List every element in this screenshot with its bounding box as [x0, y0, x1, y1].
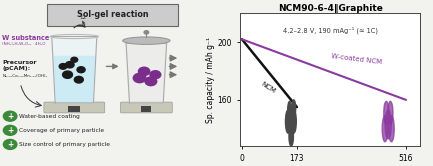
- Circle shape: [139, 67, 150, 76]
- Polygon shape: [54, 56, 94, 102]
- Circle shape: [288, 101, 291, 119]
- Text: Size control of primary particle: Size control of primary particle: [19, 142, 110, 147]
- Polygon shape: [52, 37, 97, 103]
- Text: 12
h: 12 h: [80, 15, 87, 26]
- Text: +: +: [7, 126, 13, 135]
- Circle shape: [133, 73, 146, 83]
- Circle shape: [384, 101, 389, 124]
- Ellipse shape: [123, 37, 170, 44]
- Text: (pCAM):: (pCAM):: [2, 66, 30, 71]
- FancyBboxPatch shape: [68, 106, 81, 112]
- Circle shape: [285, 110, 291, 133]
- Circle shape: [74, 76, 83, 83]
- Circle shape: [382, 116, 388, 142]
- Text: +: +: [7, 112, 13, 121]
- Text: +: +: [7, 140, 13, 149]
- Title: NCM90-6-4‖Graphite: NCM90-6-4‖Graphite: [278, 3, 383, 12]
- Circle shape: [385, 110, 391, 139]
- Circle shape: [3, 139, 17, 149]
- Circle shape: [3, 111, 17, 121]
- Circle shape: [59, 64, 67, 69]
- Circle shape: [144, 31, 149, 34]
- Circle shape: [77, 67, 85, 73]
- Text: (NH₄)₂H₂W₂O₂₂ · 4H₂O: (NH₄)₂H₂W₂O₂₂ · 4H₂O: [2, 42, 46, 46]
- Text: W substance: W substance: [2, 35, 50, 41]
- Circle shape: [3, 125, 17, 135]
- Circle shape: [145, 77, 157, 86]
- Circle shape: [292, 100, 296, 117]
- Polygon shape: [126, 43, 167, 103]
- Circle shape: [291, 110, 296, 133]
- Circle shape: [71, 57, 78, 62]
- Text: NCM: NCM: [259, 81, 276, 95]
- Circle shape: [388, 101, 393, 124]
- FancyBboxPatch shape: [120, 102, 172, 113]
- Y-axis label: Sp. capacity / mAh g⁻¹: Sp. capacity / mAh g⁻¹: [206, 37, 215, 123]
- Circle shape: [289, 113, 293, 130]
- FancyBboxPatch shape: [142, 106, 151, 112]
- Text: Water-based coating: Water-based coating: [19, 114, 80, 119]
- Circle shape: [65, 62, 74, 68]
- Text: W-coated NCM: W-coated NCM: [331, 53, 382, 65]
- Circle shape: [388, 116, 394, 142]
- Circle shape: [150, 71, 161, 79]
- Text: Ni₀.₉₀Co₀.₀₅Mn₀.₀₅(OH)₂: Ni₀.₉₀Co₀.₀₅Mn₀.₀₅(OH)₂: [2, 74, 47, 78]
- Text: 4.2–2.8 V, 190 mAg⁻¹ (≈ 1C): 4.2–2.8 V, 190 mAg⁻¹ (≈ 1C): [283, 27, 378, 34]
- FancyBboxPatch shape: [47, 4, 178, 26]
- Text: Coverage of primary particle: Coverage of primary particle: [19, 128, 104, 133]
- FancyBboxPatch shape: [44, 102, 105, 113]
- Circle shape: [289, 126, 294, 146]
- Text: Precursor: Precursor: [2, 60, 37, 65]
- Text: Sol-gel reaction: Sol-gel reaction: [77, 10, 149, 19]
- Circle shape: [63, 71, 72, 78]
